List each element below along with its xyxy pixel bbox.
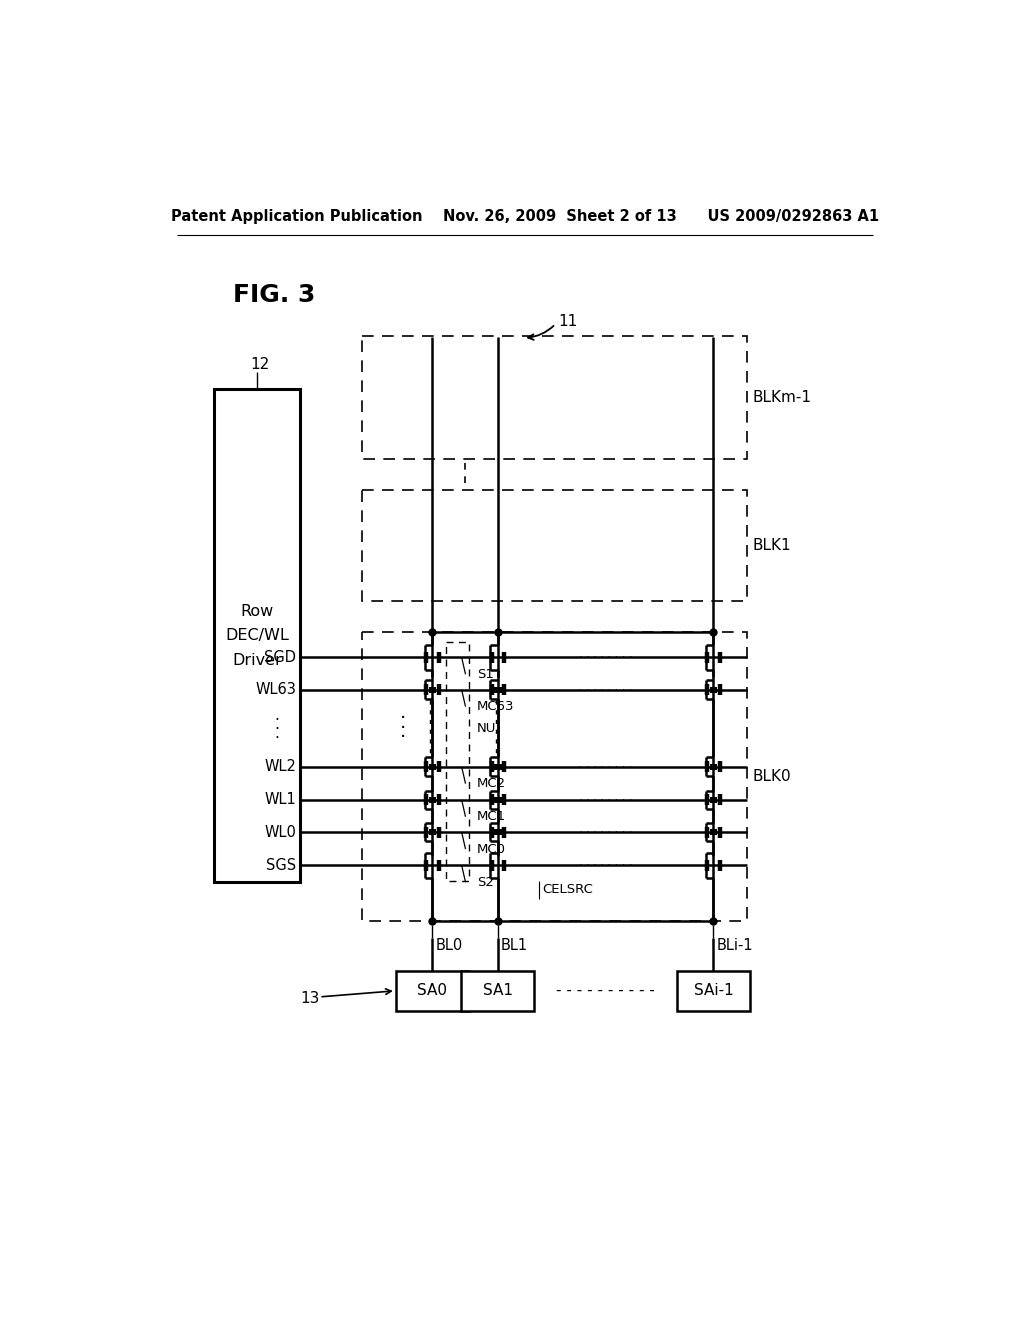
Bar (710, 686, 717, 693)
Bar (494, 763, 502, 770)
Text: ·: · (274, 713, 280, 729)
Bar (429, 686, 436, 693)
Bar (494, 797, 502, 803)
Text: Row
DEC/WL
Driver: Row DEC/WL Driver (225, 603, 289, 668)
Bar (429, 829, 436, 836)
Text: FIG. 3: FIG. 3 (233, 284, 315, 308)
Text: WL2: WL2 (264, 759, 296, 775)
Text: MC1: MC1 (477, 810, 506, 824)
Text: · · · · · · · ·: · · · · · · · · (579, 652, 633, 663)
Text: S1: S1 (477, 668, 494, 681)
Text: ·: · (400, 718, 407, 738)
Bar (396, 970, 469, 1011)
Text: - - - - - - - - - -: - - - - - - - - - - (556, 983, 655, 998)
Text: SAi-1: SAi-1 (693, 983, 733, 998)
Text: BLKm-1: BLKm-1 (753, 389, 812, 405)
Text: NU: NU (477, 722, 497, 735)
Text: · · · · · · · ·: · · · · · · · · (579, 685, 633, 694)
Bar (429, 797, 436, 803)
Text: ·: · (400, 709, 407, 729)
Text: SA1: SA1 (483, 983, 513, 998)
Bar (429, 763, 436, 770)
Text: ·: · (274, 731, 280, 747)
Text: MC0: MC0 (477, 842, 506, 855)
Text: WL63: WL63 (255, 682, 296, 697)
Text: BL0: BL0 (435, 937, 463, 953)
Text: SGS: SGS (266, 858, 296, 873)
Bar (710, 763, 717, 770)
Bar (361, 490, 746, 601)
Text: ·: · (400, 727, 407, 747)
Text: 13: 13 (300, 991, 319, 1006)
Text: 12: 12 (251, 358, 270, 372)
Text: · · · · · · · ·: · · · · · · · · (579, 828, 633, 837)
Bar (361, 335, 746, 459)
Text: S2: S2 (477, 875, 494, 888)
Text: Patent Application Publication    Nov. 26, 2009  Sheet 2 of 13      US 2009/0292: Patent Application Publication Nov. 26, … (171, 209, 879, 223)
Bar (461, 970, 535, 1011)
Text: ·: · (274, 722, 280, 738)
Bar (710, 797, 717, 803)
Text: WL0: WL0 (264, 825, 296, 840)
Text: WL1: WL1 (264, 792, 296, 808)
Text: BL1: BL1 (501, 937, 528, 953)
Bar (361, 632, 746, 921)
Text: MC63: MC63 (477, 700, 514, 713)
Bar (710, 829, 717, 836)
Bar (494, 686, 502, 693)
Text: 11: 11 (558, 314, 578, 329)
Text: · · · · · · · ·: · · · · · · · · (579, 762, 633, 772)
Bar (494, 829, 502, 836)
Text: CELSRC: CELSRC (543, 883, 593, 896)
Text: · · · · · · · ·: · · · · · · · · (579, 861, 633, 870)
Text: BLi-1: BLi-1 (717, 937, 754, 953)
Bar (446, 642, 469, 880)
Text: BLK0: BLK0 (753, 768, 792, 784)
Text: · · · · · · · ·: · · · · · · · · (579, 795, 633, 805)
Text: SGD: SGD (264, 649, 296, 665)
Bar (214, 389, 300, 882)
Bar (677, 970, 750, 1011)
Text: BLK1: BLK1 (753, 537, 792, 553)
Text: SA0: SA0 (418, 983, 447, 998)
Text: MC2: MC2 (477, 777, 506, 791)
